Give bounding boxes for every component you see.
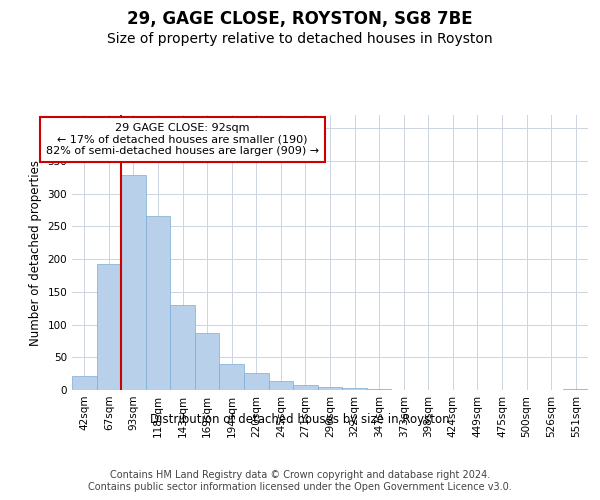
Bar [220, 364, 244, 390]
Bar [367, 388, 391, 390]
Bar [318, 386, 342, 390]
Bar [72, 376, 97, 390]
Text: Size of property relative to detached houses in Royston: Size of property relative to detached ho… [107, 32, 493, 46]
Bar [195, 333, 220, 390]
Bar [563, 388, 588, 390]
Text: Distribution of detached houses by size in Royston: Distribution of detached houses by size … [150, 412, 450, 426]
Bar [121, 175, 146, 390]
Text: Contains public sector information licensed under the Open Government Licence v3: Contains public sector information licen… [88, 482, 512, 492]
Bar [97, 264, 121, 390]
Bar [293, 386, 318, 390]
Bar [146, 216, 170, 390]
Y-axis label: Number of detached properties: Number of detached properties [29, 160, 42, 346]
Text: 29 GAGE CLOSE: 92sqm
← 17% of detached houses are smaller (190)
82% of semi-deta: 29 GAGE CLOSE: 92sqm ← 17% of detached h… [46, 123, 319, 156]
Bar [269, 381, 293, 390]
Text: Contains HM Land Registry data © Crown copyright and database right 2024.: Contains HM Land Registry data © Crown c… [110, 470, 490, 480]
Bar [342, 388, 367, 390]
Text: 29, GAGE CLOSE, ROYSTON, SG8 7BE: 29, GAGE CLOSE, ROYSTON, SG8 7BE [127, 10, 473, 28]
Bar [244, 373, 269, 390]
Bar [170, 305, 195, 390]
